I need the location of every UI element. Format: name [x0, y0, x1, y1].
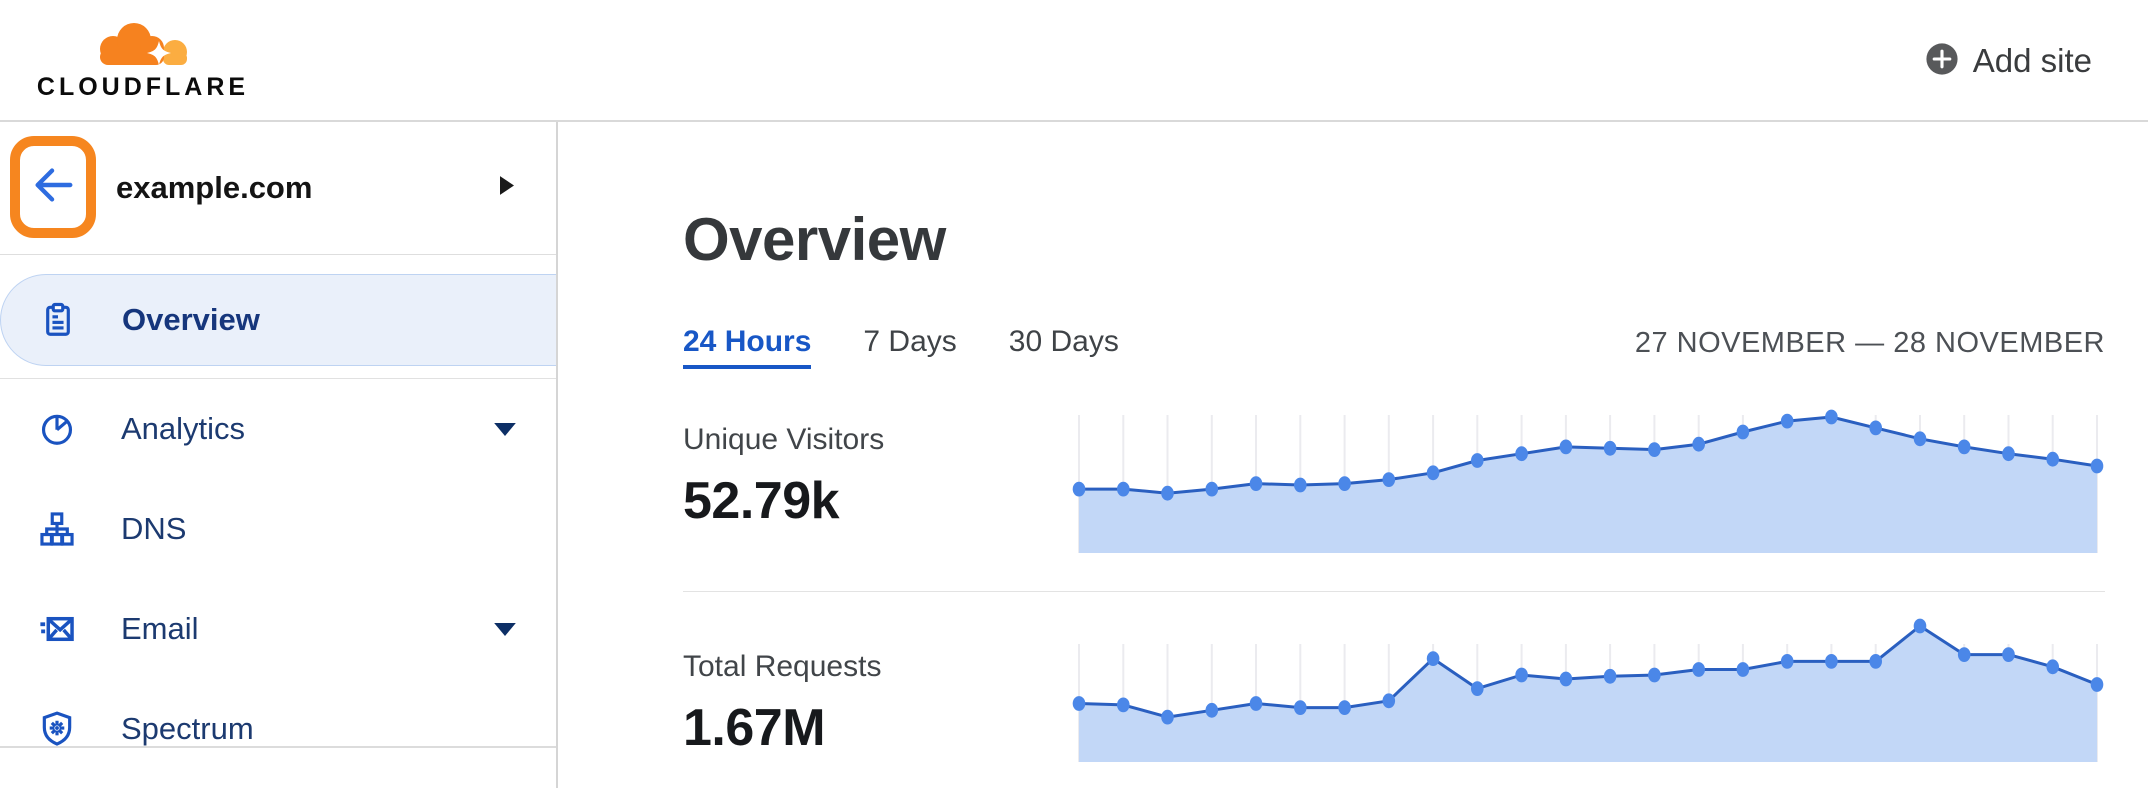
main-content: Overview 24 Hours 7 Days 30 Days 27 NOVEMB…: [558, 122, 2148, 788]
sidebar-item-label: Overview: [122, 302, 260, 337]
cloudflare-wordmark: CLOUDFLARE: [36, 72, 250, 101]
stat-value: 52.79k: [683, 472, 840, 530]
sitemap-icon: [38, 510, 76, 548]
chevron-right-icon: [500, 176, 514, 201]
back-button[interactable]: [29, 163, 77, 211]
stat-label: Unique Visitors: [683, 423, 885, 456]
sidebar-item-overview[interactable]: Overview: [0, 274, 556, 366]
unique-visitors-row: Unique Visitors 52.79k: [683, 405, 2105, 555]
pie-chart-icon: [38, 410, 76, 448]
sidebar: example.com Overview Analytics DNS Email Spe…: [0, 122, 558, 788]
tab-30-days[interactable]: 30 Days: [1008, 325, 1119, 358]
page-title: Overview: [683, 206, 946, 273]
sidebar-item-dns[interactable]: DNS: [0, 479, 556, 579]
total-requests-stat: Total Requests 1.67M: [683, 640, 1071, 758]
add-site-label: Add site: [1972, 42, 2092, 79]
cloudflare-cloud-icon: [83, 19, 203, 71]
tab-7-days[interactable]: 7 Days: [863, 325, 957, 358]
unique-visitors-chart: [1071, 405, 2105, 555]
sidebar-item-label: DNS: [121, 511, 187, 546]
top-header: CLOUDFLARE Add site: [0, 0, 2148, 122]
arrow-left-icon: [30, 162, 76, 213]
sidebar-item-label: Spectrum: [121, 711, 254, 746]
site-name: example.com: [116, 170, 313, 205]
sidebar-nav: Overview Analytics DNS Email Spectrum: [0, 274, 556, 779]
sidebar-item-label: Analytics: [121, 411, 246, 446]
envelope-icon: [38, 610, 76, 648]
back-button-highlight-annotation: [10, 136, 96, 238]
stat-label: Total Requests: [683, 650, 882, 683]
sidebar-bottom-divider: [0, 746, 556, 748]
unique-visitors-stat: Unique Visitors 52.79k: [683, 405, 1071, 531]
chevron-down-icon: [494, 422, 516, 436]
date-range-label: 27 NOVEMBER — 28 NOVEMBER: [1634, 327, 2105, 359]
chevron-down-icon: [494, 622, 516, 636]
site-switcher[interactable]: example.com: [0, 122, 556, 255]
shield-icon: [38, 710, 76, 748]
total-requests-chart: [1071, 618, 2105, 764]
sidebar-item-label: Email: [121, 611, 199, 646]
tab-24-hours[interactable]: 24 Hours: [683, 325, 812, 369]
add-site-button[interactable]: Add site: [1925, 0, 2092, 122]
plus-circle-icon: [1925, 42, 1959, 81]
tabs-holder: 24 Hours 7 Days 30 Days: [683, 325, 1171, 369]
stats-divider: [683, 591, 2105, 592]
time-range-tabs: 24 Hours 7 Days 30 Days 27 NOVEMBER — 28 N…: [683, 325, 2105, 369]
clipboard-icon: [39, 301, 77, 339]
total-requests-row: Total Requests 1.67M: [683, 618, 2105, 764]
sidebar-section-divider: [0, 378, 556, 379]
sidebar-item-analytics[interactable]: Analytics: [0, 379, 556, 479]
sidebar-item-spectrum[interactable]: Spectrum: [0, 679, 556, 779]
cloudflare-logo[interactable]: CLOUDFLARE: [24, 19, 262, 102]
stat-value: 1.67M: [683, 699, 826, 757]
sidebar-item-email[interactable]: Email: [0, 579, 556, 679]
